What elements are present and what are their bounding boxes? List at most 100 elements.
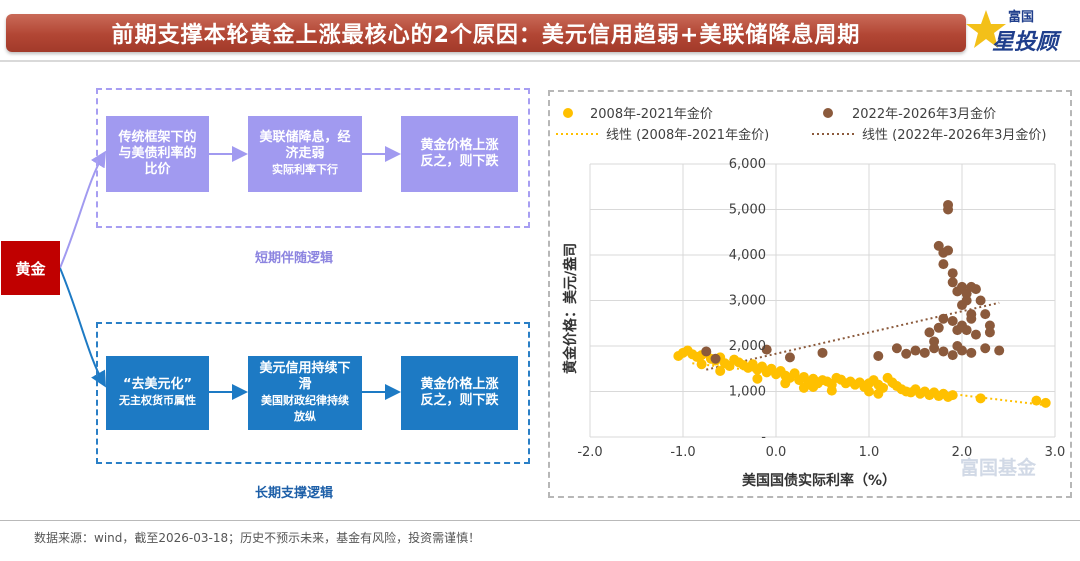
data-point-series-2	[966, 347, 977, 358]
long-node-1-line-1: “去美元化”	[122, 377, 193, 392]
data-point-series-2	[947, 268, 958, 279]
data-point-series-2	[710, 353, 721, 364]
data-point-series-2	[929, 336, 940, 347]
legend-label-2: 2022年-2026年3月金价	[852, 106, 996, 122]
data-point-series-2	[933, 240, 944, 251]
short-node-3-line-2: 反之，则下跌	[420, 154, 499, 169]
long-node-3-line-2: 反之，则下跌	[420, 393, 499, 408]
page-title: 前期支撑本轮黄金上涨最核心的2个原因：美元信用趋弱+美联储降息周期	[111, 23, 861, 48]
x-axis-label: 美国国债实际利率（%）	[742, 472, 896, 489]
data-point-series-2	[943, 245, 954, 256]
long-term-label: 长期支撑逻辑	[255, 486, 334, 501]
long-node-2-sub: 美国财政纪律持续	[261, 394, 349, 407]
data-point-series-2	[924, 327, 935, 338]
data-point-series-1	[798, 382, 809, 393]
watermark: 富国基金	[960, 456, 1037, 479]
data-point-series-2	[784, 352, 795, 363]
data-point-series-2	[933, 322, 944, 333]
data-point-series-2	[947, 315, 958, 326]
short-term-label: 短期伴随逻辑	[255, 251, 334, 266]
data-point-series-1	[808, 381, 819, 392]
data-point-series-2	[873, 351, 884, 362]
legend-label-1: 2008年-2021年金价	[590, 106, 713, 122]
short-node-1: 传统框架下的 与美债利率的 比价	[106, 116, 209, 192]
long-node-3-line-1: 黄金价格上涨	[420, 377, 499, 392]
root-node-gold: 黄金	[1, 241, 60, 295]
long-node-2-sub2: 放纵	[294, 410, 316, 423]
data-point-series-2	[947, 277, 958, 288]
data-point-series-1	[696, 359, 707, 370]
data-point-series-2	[970, 284, 981, 295]
long-node-1: “去美元化” 无主权货币属性	[106, 356, 209, 430]
short-node-1-line-3: 比价	[144, 162, 171, 177]
long-node-2-line-2: 滑	[298, 377, 312, 392]
legend-marker-1	[563, 108, 573, 118]
data-point-series-1	[715, 366, 726, 377]
legend-marker-2	[823, 108, 833, 118]
data-point-series-2	[994, 345, 1005, 356]
y-tick-label: -	[761, 430, 766, 445]
chart-points	[673, 199, 1051, 408]
short-node-2-line-2: 济走弱	[285, 146, 325, 161]
data-point-series-2	[984, 327, 995, 338]
legend-label-4: 线性 (2022年-2026年3月金价)	[862, 127, 1046, 143]
long-term-box	[96, 322, 530, 464]
chart-legend: 2008年-2021年金价 2022年-2026年3月金价 线性 (2008年-…	[556, 106, 1046, 143]
long-node-1-sub: 无主权货币属性	[119, 394, 196, 407]
data-source-note: 数据来源：wind，截至2026-03-18；历史不预示未来，基金有风险，投资需…	[34, 531, 481, 545]
data-point-series-2	[966, 313, 977, 324]
y-axis-label: 黄金价格：美元/盎司	[562, 243, 579, 374]
short-node-3-line-1: 黄金价格上涨	[420, 138, 499, 153]
long-node-2: 美元信用持续下 滑 美国财政纪律持续 放纵	[248, 356, 362, 430]
branch-long-arrow	[59, 267, 106, 388]
trendline-1	[692, 362, 1046, 407]
data-point-series-1	[864, 386, 874, 397]
data-point-series-2	[901, 348, 912, 359]
short-node-1-line-1: 传统框架下的	[118, 130, 197, 145]
data-point-series-2	[938, 259, 949, 270]
data-point-series-2	[701, 346, 712, 357]
data-point-series-2	[970, 329, 981, 340]
short-node-2: 美联储降息，经 济走弱 实际利率下行	[248, 116, 362, 192]
data-point-series-2	[975, 295, 986, 306]
data-point-series-2	[938, 313, 949, 324]
chart-trendlines	[692, 301, 1046, 407]
logo-main-text: 星投顾	[992, 30, 1059, 55]
data-point-series-2	[980, 343, 991, 354]
data-point-series-2	[947, 350, 958, 361]
short-node-2-sub: 实际利率下行	[272, 163, 338, 176]
data-point-series-2	[891, 343, 902, 354]
data-point-series-1	[1040, 397, 1051, 408]
x-tick-label: 2.0	[952, 445, 973, 460]
long-node-3: 黄金价格上涨 反之，则下跌	[401, 356, 518, 430]
x-tick-label: 0.0	[766, 445, 787, 460]
data-point-series-1	[752, 373, 763, 384]
y-tick-label: 2,000	[729, 339, 766, 354]
short-node-1-line-2: 与美债利率的	[118, 146, 197, 161]
data-point-series-1	[780, 378, 791, 389]
legend-label-3: 线性 (2008年-2021年金价)	[606, 127, 769, 143]
x-tick-label: -1.0	[670, 445, 695, 460]
brand-logo: 富国 星投顾	[966, 4, 1076, 58]
header-divider	[0, 60, 1080, 62]
diagram-connectors	[59, 146, 401, 400]
data-point-series-1	[1031, 395, 1042, 406]
title-bar: 前期支撑本轮黄金上涨最核心的2个原因：美元信用趋弱+美联储降息周期	[6, 14, 966, 52]
y-tick-label: 1,000	[729, 385, 766, 400]
branch-short-arrow	[59, 150, 107, 269]
x-tick-label: 1.0	[859, 445, 880, 460]
data-point-series-1	[826, 385, 837, 396]
y-tick-label: 3,000	[729, 294, 766, 309]
data-point-series-2	[761, 344, 772, 355]
short-node-3: 黄金价格上涨 反之，则下跌	[401, 116, 518, 192]
y-tick-label: 5,000	[729, 203, 766, 218]
x-tick-label: -2.0	[577, 445, 602, 460]
footer-divider	[0, 520, 1080, 521]
chart-ticks: - 1,000 2,000 3,000 4,000 5,000 6,000 -2.0 -1.0 0…	[577, 157, 1065, 460]
data-point-series-1	[947, 390, 958, 401]
star-icon	[966, 10, 1006, 48]
data-point-series-2	[952, 341, 963, 351]
data-point-series-1	[975, 393, 986, 404]
data-point-series-2	[910, 345, 921, 356]
